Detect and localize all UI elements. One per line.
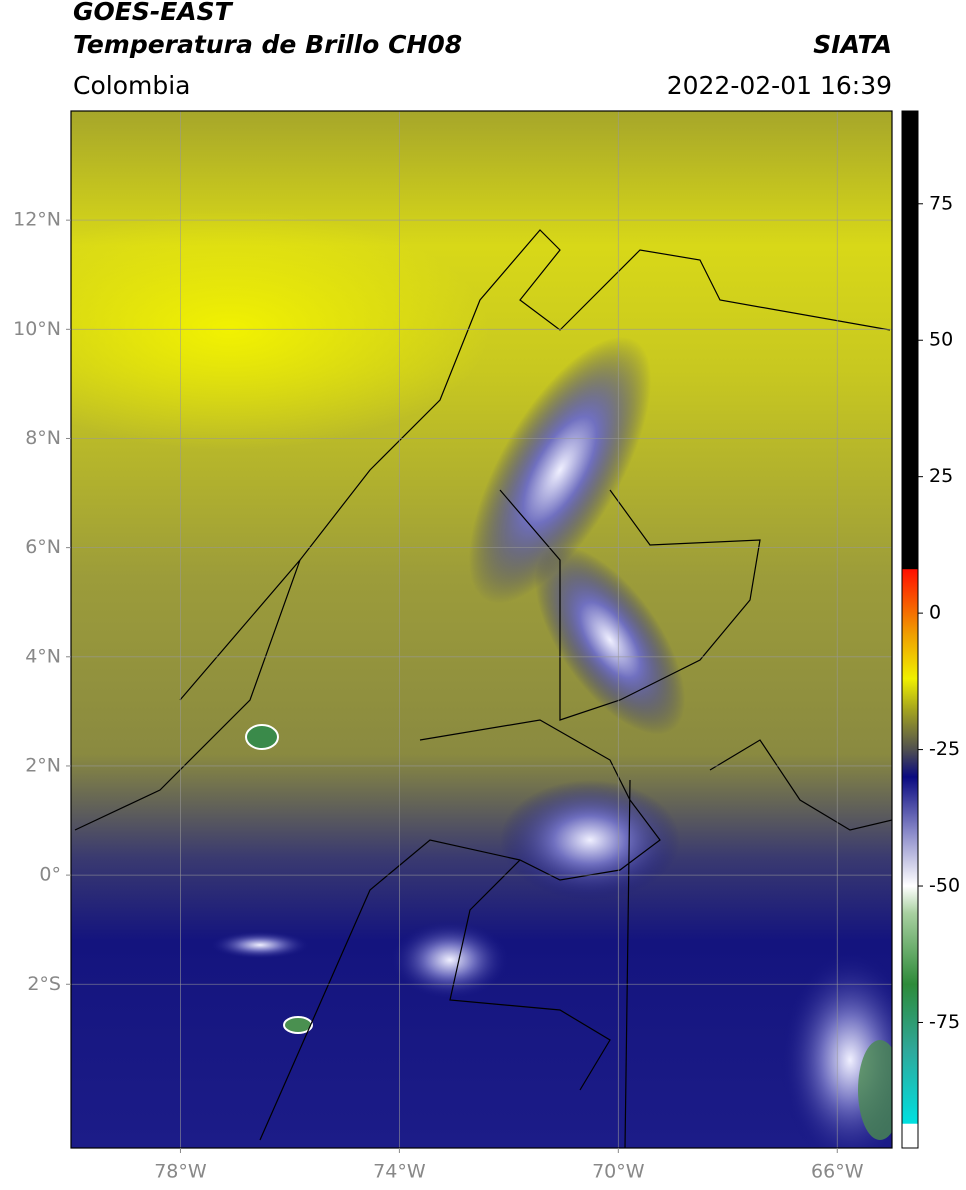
y-tick-label: 0° xyxy=(39,864,61,886)
y-tick-label: 10°N xyxy=(13,318,61,340)
colorbar-tick-label: -75 xyxy=(929,1011,960,1033)
colorbar-tick-label: -25 xyxy=(929,738,960,760)
y-tick-label: 8°N xyxy=(25,427,61,449)
subtitle: Temperatura de Brillo CH08 xyxy=(73,30,462,59)
x-tick-label: 66°W xyxy=(811,1161,864,1183)
satellite-image xyxy=(71,111,892,1148)
colorbar-tick-label: -50 xyxy=(929,875,960,897)
map-frame xyxy=(70,110,893,1149)
x-tick-label: 78°W xyxy=(154,1161,207,1183)
region: Colombia xyxy=(73,71,190,100)
y-tick-label: 2°S xyxy=(27,973,61,995)
colorbar-tick-label: 25 xyxy=(929,465,953,487)
y-tick-label: 4°N xyxy=(25,645,61,667)
colorbar-tick-label: 0 xyxy=(929,602,941,624)
x-tick-label: 70°W xyxy=(592,1161,645,1183)
source: SIATA xyxy=(813,30,892,59)
datetime: 2022-02-01 16:39 xyxy=(667,71,892,100)
y-tick-label: 6°N xyxy=(25,536,61,558)
y-tick-label: 12°N xyxy=(13,209,61,231)
y-tick-label: 2°N xyxy=(25,754,61,776)
colorbar xyxy=(901,110,919,1149)
x-tick-label: 74°W xyxy=(373,1161,426,1183)
title: GOES-EAST xyxy=(73,0,234,26)
colorbar-tick-label: 75 xyxy=(929,192,953,214)
colorbar-tick-label: 50 xyxy=(929,329,953,351)
